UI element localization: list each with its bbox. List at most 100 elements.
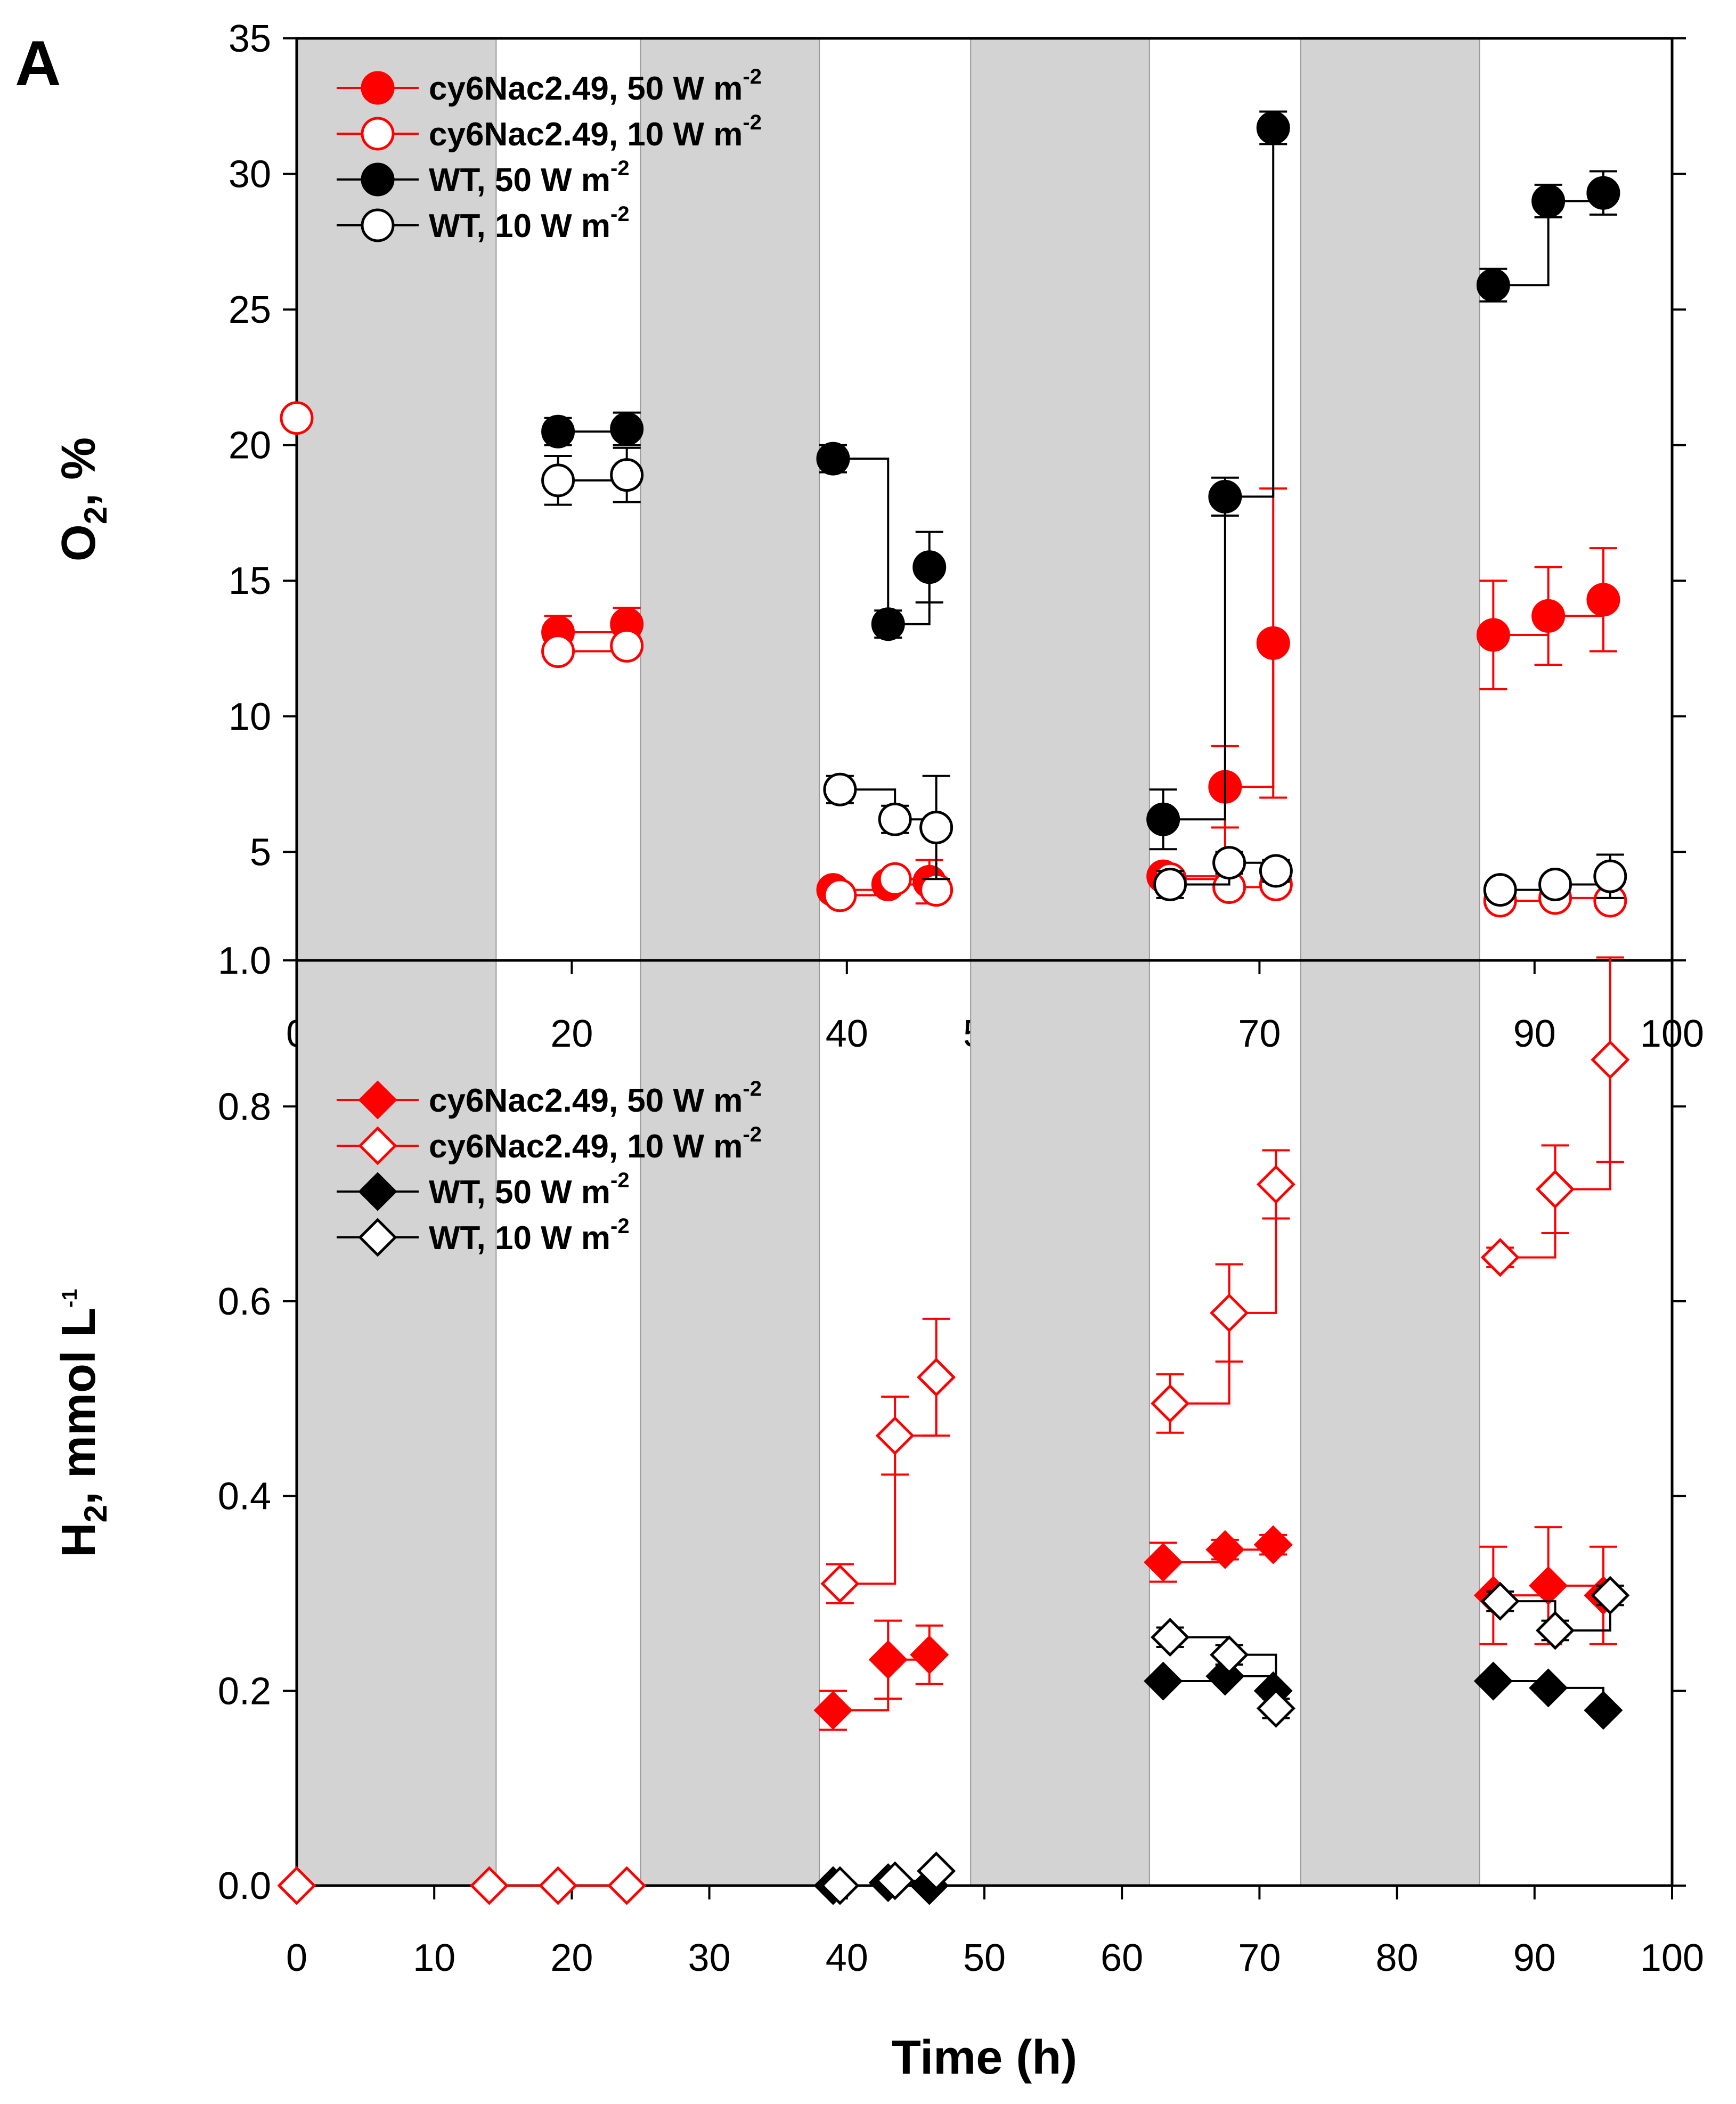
h2-ytick-label-4: 0.8: [218, 1086, 271, 1128]
o2-series-2-line-1: [833, 458, 931, 625]
h2-series-3-point-8: [1591, 1576, 1630, 1615]
o2-series-3-point-5: [1153, 867, 1187, 901]
h2-xtick-label-9: 90: [1513, 1937, 1556, 1979]
o2-series-3-point-2: [823, 772, 857, 806]
h2-series-2-point-3: [1144, 1661, 1183, 1701]
h2-series-1-point-0: [277, 1866, 316, 1905]
o2-series-1-point-4: [878, 862, 912, 896]
o2-series-1-point-0: [280, 401, 314, 435]
h2-series-1-point-1: [469, 1866, 509, 1905]
h2-series-0-point-5: [1253, 1525, 1293, 1564]
h2-series-3-point-7: [1535, 1611, 1575, 1650]
h2-dark-period-0: [296, 960, 497, 1886]
h2-ytick-label-3: 0.6: [218, 1281, 271, 1323]
h2-series-2-point-7: [1529, 1668, 1568, 1708]
o2-series-2: [541, 110, 1620, 851]
h2-series-1-point-11: [1535, 1170, 1575, 1209]
o2-series-2-point-8: [1476, 268, 1510, 302]
o2-series-3-point-4: [919, 811, 953, 845]
o2-dark-period-3: [1300, 38, 1480, 961]
h2-legend-label-3: WT, 10 W m-2: [429, 1214, 630, 1257]
o2-series-2-point-4: [912, 550, 947, 584]
o2-series-2-point-0: [541, 414, 575, 448]
h2-series-3-point-6: [1480, 1581, 1520, 1621]
o2-ytick-label-6: 30: [229, 153, 271, 196]
o2-ytick-label-5: 25: [229, 289, 271, 331]
h2-series-3-point-3: [1151, 1618, 1190, 1657]
o2-series-0-point-7: [1256, 626, 1290, 660]
o2-legend-marker-3: [361, 208, 395, 242]
o2-series-1-point-3: [823, 878, 857, 912]
h2-xtick-label-7: 70: [1238, 1937, 1281, 1979]
o2-series-2-point-6: [1208, 479, 1242, 513]
h2-xtick-label-6: 60: [1101, 1937, 1143, 1979]
h2-series-0-point-2: [910, 1635, 949, 1675]
o2-xtick-label-2: 20: [550, 1013, 593, 1055]
h2-legend-marker-0: [358, 1080, 397, 1120]
o2-series-0-line-2: [1163, 643, 1275, 878]
o2-xtick-label-7: 70: [1238, 1013, 1281, 1055]
o2-ylabel: O2, %: [52, 437, 113, 561]
o2-series-3-point-1: [610, 458, 644, 492]
o2-series-2-point-1: [610, 412, 644, 446]
h2-axes-frame: [295, 959, 1674, 1887]
o2-dark-period-1: [640, 38, 820, 961]
h2-series-1-point-3: [607, 1866, 647, 1905]
o2-legend-label-0: cy6Nac2.49, 50 W m-2: [429, 65, 762, 107]
o2-legend-label-3: WT, 10 W m-2: [429, 202, 630, 244]
h2-series-3-point-1: [875, 1861, 915, 1901]
h2-ytick-label-2: 0.4: [218, 1475, 271, 1518]
o2-series-3: [541, 446, 1627, 907]
h2-series-1-point-7: [1151, 1384, 1190, 1423]
o2-ytick-label-1: 5: [250, 831, 271, 874]
h2-series-1-point-12: [1591, 1040, 1630, 1080]
o2-series-2-point-10: [1586, 176, 1620, 210]
h2-legend-marker-1: [358, 1126, 397, 1165]
o2-series-3-point-0: [541, 463, 575, 498]
h2-series-3-point-0: [820, 1866, 860, 1905]
o2-series-2-point-5: [1146, 802, 1180, 836]
o2-series-3-point-7: [1259, 854, 1293, 888]
o2-ytick-label-4: 20: [229, 425, 271, 467]
h2-xtick-label-4: 40: [826, 1937, 868, 1979]
h2-dark-period-1: [640, 960, 820, 1886]
o2-series-3-point-6: [1212, 846, 1246, 880]
h2-xtick-label-2: 20: [550, 1937, 593, 1979]
o2-ytick-label-7: 35: [229, 18, 271, 60]
h2-series-1-point-8: [1210, 1293, 1249, 1333]
h2-series-1-point-10: [1480, 1238, 1520, 1277]
h2-legend-label-0: cy6Nac2.49, 50 W m-2: [429, 1077, 762, 1119]
o2-xtick-label-4: 40: [826, 1013, 868, 1055]
o2-series-2-point-2: [816, 442, 850, 476]
panel-letter: A: [15, 28, 61, 99]
h2-legend-label-1: cy6Nac2.49, 10 W m-2: [429, 1123, 762, 1165]
h2-series-0: [813, 1525, 1623, 1731]
h2-xtick-label-0: 0: [286, 1937, 307, 1979]
h2-series-0-point-3: [1144, 1543, 1183, 1582]
h2-legend-label-2: WT, 50 W m-2: [429, 1169, 630, 1211]
o2-ytick-label-0: 1.0: [218, 940, 271, 982]
h2-dark-period-3: [1300, 960, 1480, 1886]
h2-series-3-point-5: [1256, 1689, 1295, 1728]
h2-xtick-label-3: 30: [688, 1937, 731, 1979]
o2-series-2-line-2: [1163, 128, 1275, 821]
h2-series-1-point-4: [820, 1564, 860, 1603]
h2-series-3: [820, 1576, 1630, 1905]
h2-panel: 0.0 0.2 0.4 0.6 0.8 0 10 20 30 40 50 60 70 80 90 100 H2,…: [52, 956, 1704, 2084]
h2-series-3-point-4: [1210, 1635, 1249, 1675]
h2-series-2-point-6: [1473, 1661, 1513, 1701]
h2-xtick-label-10: 100: [1640, 1937, 1704, 1979]
o2-series-0-point-10: [1586, 583, 1620, 617]
o2-series-3-point-9: [1538, 867, 1572, 901]
h2-series-2-point-8: [1584, 1691, 1623, 1730]
o2-legend-marker-0: [361, 71, 395, 105]
o2-series-1-point-1: [541, 634, 575, 668]
o2-dark-period-2: [970, 38, 1150, 961]
o2-series-0-point-8: [1476, 618, 1510, 652]
h2-series-1-point-5: [875, 1416, 915, 1455]
h2-series-1: [277, 956, 1630, 1905]
o2-ytick-label-2: 10: [229, 696, 271, 738]
